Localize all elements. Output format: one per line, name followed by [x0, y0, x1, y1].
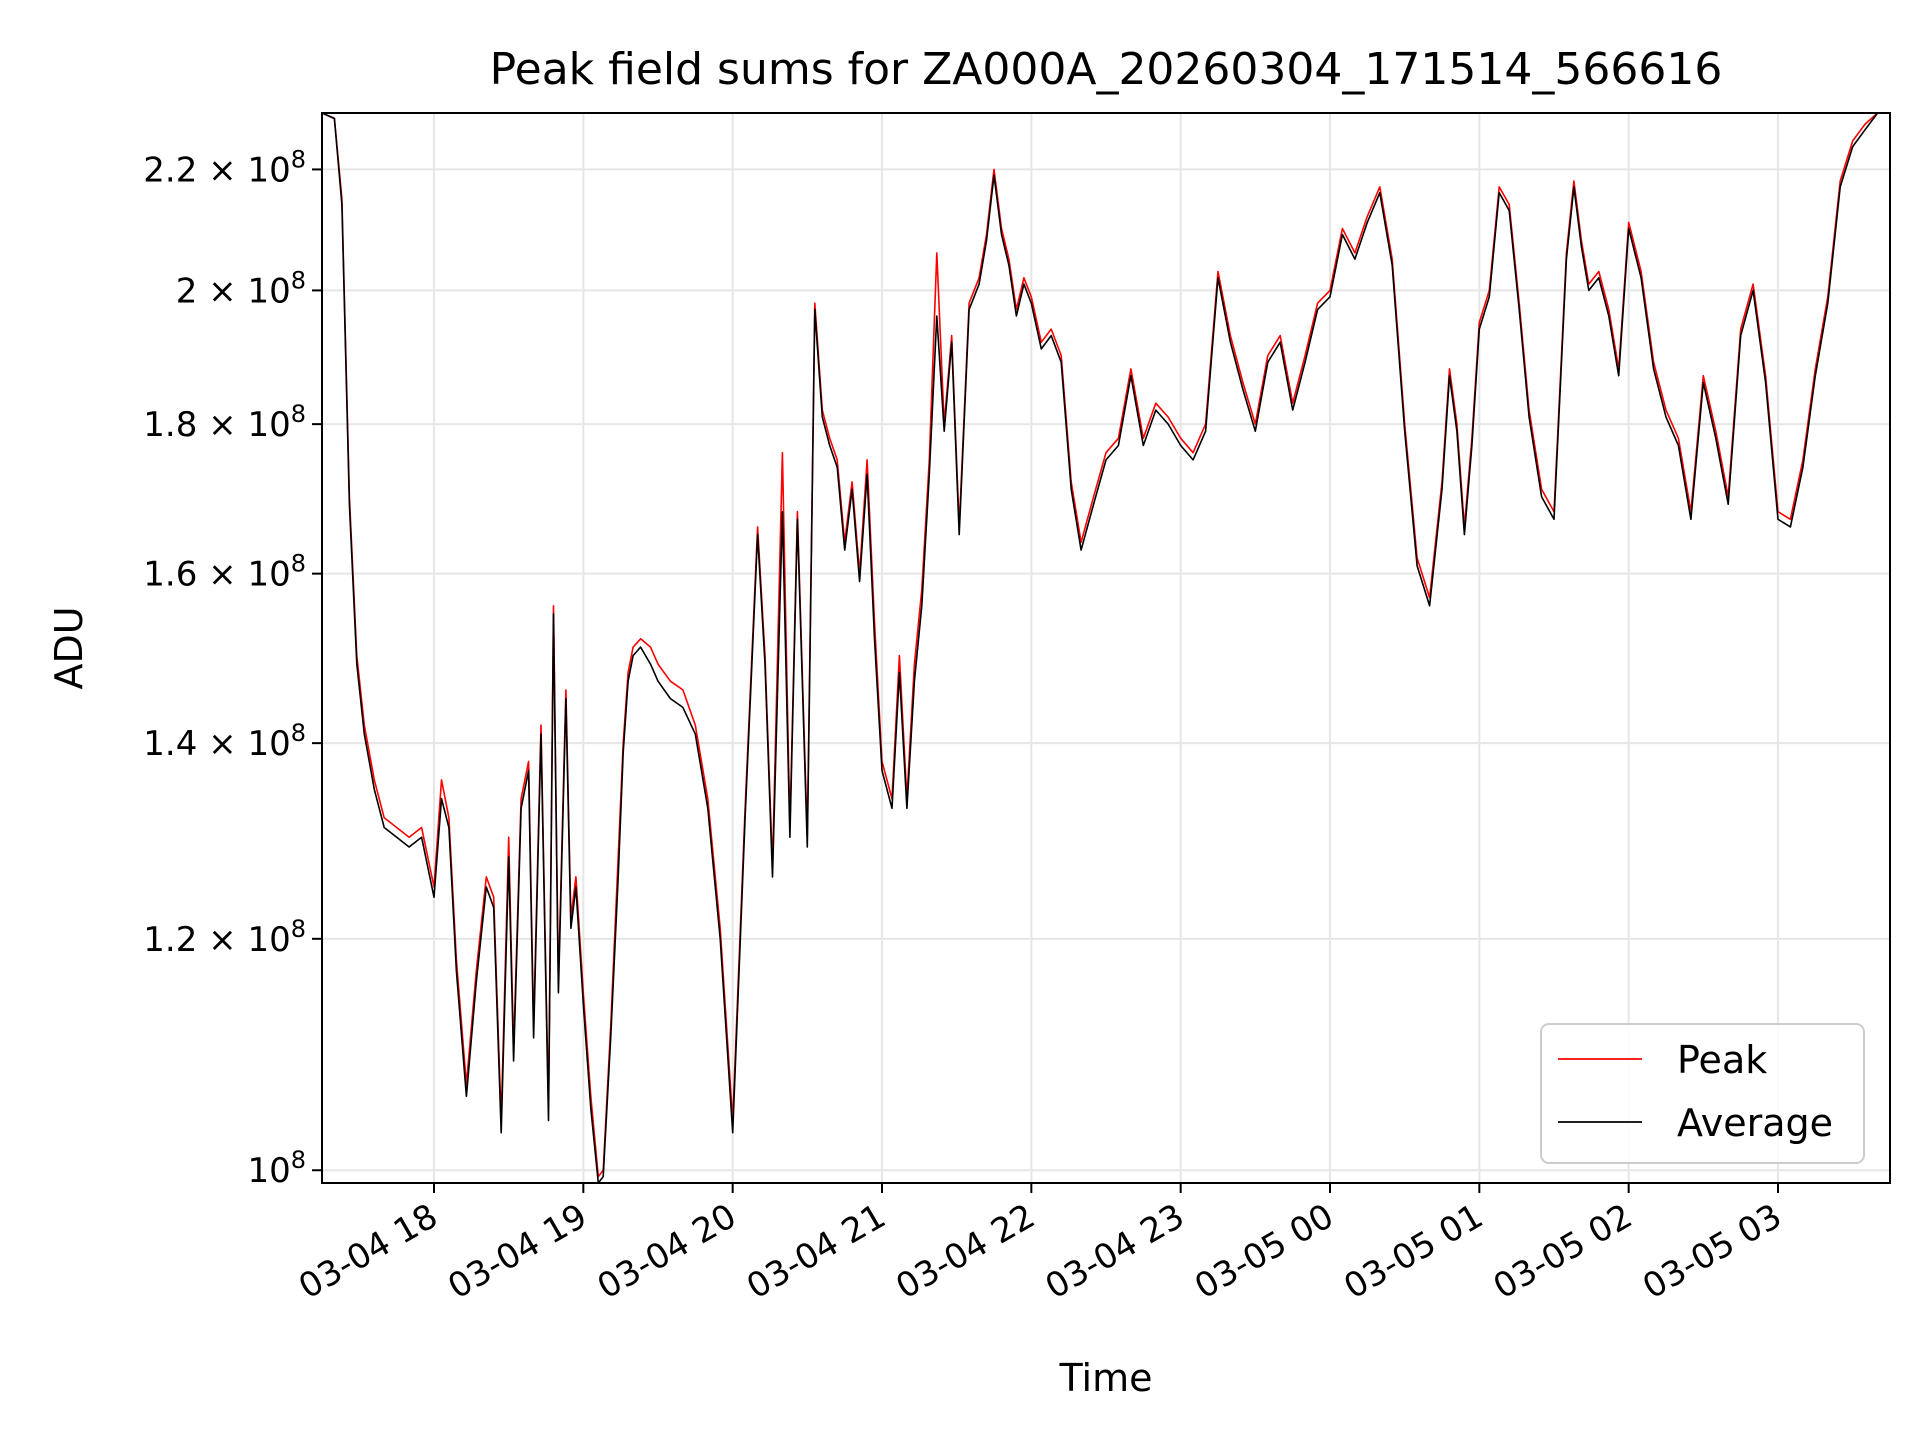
legend-label-average: Average	[1677, 1101, 1833, 1145]
plot-frame	[321, 112, 1891, 1184]
y-tick-label: 1.4 × 108	[143, 719, 306, 764]
chart-title: Peak field sums for ZA000A_20260304_1715…	[490, 44, 1723, 95]
legend: Peak Average	[1540, 1023, 1865, 1164]
y-tick-label: 2.2 × 108	[143, 145, 306, 190]
y-axis-label: ADU	[47, 606, 91, 689]
y-tick-label: 1.6 × 108	[143, 550, 306, 595]
y-tick-label: 2 × 108	[176, 266, 306, 311]
x-axis-label: Time	[1059, 1356, 1153, 1400]
series-line-average	[321, 112, 1879, 1184]
y-tick-label: 1.8 × 108	[143, 400, 306, 445]
series-layer	[321, 112, 1879, 1184]
grid	[322, 113, 1890, 1183]
y-tick-label: 1.2 × 108	[143, 915, 306, 960]
legend-label-peak: Peak	[1677, 1038, 1767, 1082]
